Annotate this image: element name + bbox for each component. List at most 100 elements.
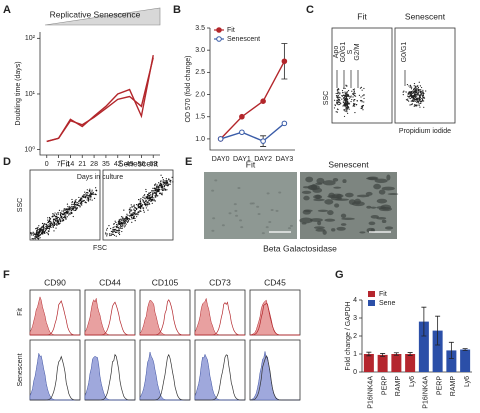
flow-dot	[133, 204, 135, 206]
flow-dot	[84, 191, 86, 193]
cell	[340, 213, 347, 218]
flow-dot	[131, 205, 133, 208]
flow-dot	[418, 104, 420, 106]
marker-title: CD90	[44, 277, 66, 287]
flow-dot	[133, 209, 135, 212]
flow-dot	[130, 213, 133, 215]
flow-dot	[78, 204, 80, 207]
cell	[327, 194, 340, 199]
cell	[378, 189, 386, 195]
flow-dot	[89, 199, 91, 201]
flow-dot	[83, 199, 85, 202]
flow-dot	[66, 208, 68, 211]
flow-dot	[110, 227, 112, 230]
flow-dot	[118, 228, 120, 230]
flow-dot	[353, 95, 356, 97]
flow-dot	[51, 222, 53, 224]
flow-dot	[61, 218, 63, 220]
flow-dot	[78, 196, 80, 199]
flow-dot	[414, 98, 416, 100]
gate-label: G2/M	[354, 43, 361, 60]
flow-dot	[162, 180, 164, 182]
flow-dot	[407, 99, 409, 101]
flow-dot	[40, 227, 42, 229]
x-tick-label: 21	[78, 161, 86, 168]
flow-dot	[35, 237, 38, 239]
flow-dot	[50, 226, 52, 228]
panel-label: D	[3, 156, 11, 168]
x-tick-label: 35	[102, 161, 110, 168]
cell	[335, 198, 349, 201]
axis	[209, 28, 295, 151]
flow-dot	[360, 106, 363, 108]
flow-dot	[70, 209, 72, 212]
flow-dot	[55, 217, 57, 220]
flow-dot	[422, 100, 424, 102]
flow-dot	[339, 92, 341, 94]
flow-dot	[56, 220, 58, 223]
flow-dot	[161, 186, 163, 189]
flow-dot	[105, 232, 107, 234]
flow-dot	[131, 214, 134, 217]
cell	[289, 224, 293, 227]
flow-dot	[350, 96, 352, 98]
flow-dot	[87, 192, 89, 194]
flow-dot	[140, 205, 142, 207]
flow-dot	[131, 209, 133, 211]
flow-dot	[68, 207, 71, 210]
flow-dot	[353, 92, 355, 94]
flow-dot	[34, 237, 36, 239]
flow-dot	[87, 194, 89, 197]
flow-dot	[351, 98, 353, 101]
flow-dot	[156, 185, 158, 188]
flow-dot	[361, 89, 363, 91]
flow-dot	[418, 99, 420, 101]
cell	[376, 217, 387, 220]
flow-dot	[337, 100, 339, 103]
flow-dot	[412, 91, 415, 93]
cell	[374, 178, 388, 183]
flow-dot	[163, 189, 165, 191]
flow-dot	[121, 223, 123, 225]
flow-dot	[87, 196, 89, 198]
flow-dot	[105, 233, 107, 235]
flow-dot	[55, 215, 58, 218]
bar	[460, 349, 471, 372]
flow-dot	[339, 97, 341, 99]
flow-dot	[39, 228, 41, 230]
flow-dot	[121, 230, 123, 233]
flow-dot	[342, 105, 344, 107]
flow-dot	[79, 199, 81, 201]
flow-dot	[348, 103, 351, 105]
flow-dot	[106, 235, 108, 237]
flow-dot	[68, 213, 70, 215]
flow-dot	[52, 221, 55, 223]
flow-dot	[64, 214, 66, 216]
flow-dot	[134, 207, 136, 209]
flow-dot	[166, 180, 169, 182]
flow-dot	[156, 191, 158, 193]
row-label: Senescent	[17, 353, 24, 386]
flow-dot	[413, 97, 415, 99]
gate-label: S	[347, 49, 354, 54]
flow-dot	[151, 200, 153, 202]
flow-dot	[68, 214, 70, 216]
flow-dot	[415, 95, 418, 97]
flow-dot	[114, 220, 116, 222]
flow-dot	[151, 197, 153, 199]
flow-dot	[37, 228, 39, 231]
flow-dot	[159, 192, 162, 194]
flow-dot	[419, 85, 422, 87]
flow-dot	[56, 223, 58, 225]
flow-dot	[47, 219, 49, 221]
flow-dot	[137, 212, 139, 214]
flow-dot	[155, 186, 157, 188]
flow-dot	[172, 181, 174, 183]
cell	[301, 222, 307, 225]
flow-dot	[147, 195, 149, 197]
flow-dot	[149, 198, 151, 200]
cell	[356, 194, 370, 198]
flow-dot	[53, 230, 55, 232]
flow-dot	[406, 83, 409, 86]
